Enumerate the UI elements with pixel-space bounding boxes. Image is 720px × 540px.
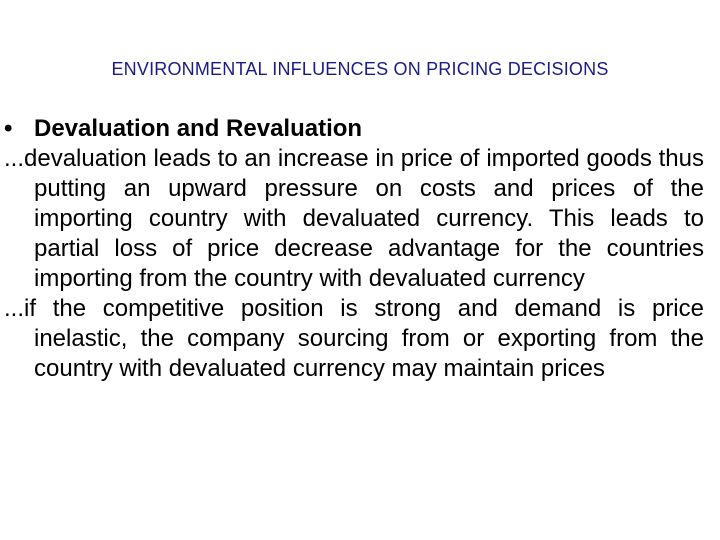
slide-content: • Devaluation and Revaluation ...devalua… — [4, 114, 704, 384]
paragraph-devaluation-effect: ...devaluation leads to an increase in p… — [4, 145, 704, 292]
paragraph-competitive-position: ...if the competitive position is strong… — [4, 295, 704, 382]
bullet-heading-text: Devaluation and Revaluation — [34, 115, 363, 142]
slide-title: ENVIRONMENTAL INFLUENCES ON PRICING DECI… — [111, 59, 609, 79]
bullet-icon: • — [4, 115, 13, 142]
bullet-heading-row: • Devaluation and Revaluation — [4, 114, 704, 144]
